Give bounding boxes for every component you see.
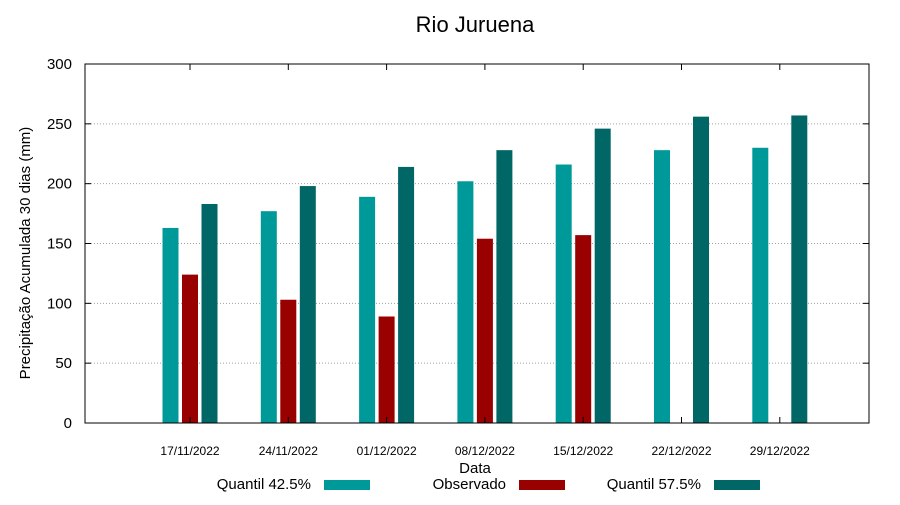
x-tick-label: 24/11/2022 (259, 444, 318, 458)
legend-label: Observado (433, 476, 506, 493)
legend: Quantil 42.5% Observado Quantil 57.5% (217, 476, 760, 493)
y-tick-label: 200 (47, 176, 72, 193)
legend-label: Quantil 57.5% (607, 476, 701, 493)
bar-quantil-57-5--3 (496, 150, 513, 423)
legend-swatch (324, 480, 370, 490)
bar-observado-2 (378, 316, 395, 423)
bars (162, 115, 808, 424)
y-tick-label: 300 (47, 56, 72, 73)
x-tick-label: 08/12/2022 (455, 444, 515, 458)
x-tick-label: 22/12/2022 (651, 444, 711, 458)
bar-quantil-57-5--2 (398, 166, 415, 423)
bar-observado-3 (476, 238, 493, 423)
bar-quantil-42-5--5 (654, 150, 670, 423)
x-tick-label: 29/12/2022 (750, 444, 810, 458)
bar-observado-1 (280, 299, 297, 423)
bar-quantil-57-5--1 (299, 186, 316, 423)
bar-quantil-57-5--6 (791, 115, 808, 423)
chart-title: Rio Juruena (416, 12, 535, 37)
y-tick-label: 50 (55, 355, 72, 372)
y-tick-label: 250 (47, 116, 72, 133)
bar-quantil-42-5--6 (752, 147, 769, 423)
bar-quantil-57-5--5 (693, 116, 709, 424)
x-axis-ticks: 17/11/2022 24/11/2022 01/12/2022 08/12/2022… (160, 64, 810, 458)
bar-observado-4 (575, 235, 592, 423)
y-tick-label: 0 (64, 415, 72, 432)
bar-quantil-42-5--4 (555, 164, 572, 423)
legend-swatch (519, 480, 565, 490)
y-axis-label: Precipitação Acumulada 30 dias (mm) (17, 127, 34, 380)
bar-quantil-57-5--4 (594, 128, 611, 423)
y-tick-label: 100 (47, 295, 72, 312)
x-tick-label: 17/11/2022 (160, 444, 219, 458)
bar-quantil-42-5--0 (162, 227, 179, 423)
x-tick-label: 15/12/2022 (553, 444, 613, 458)
bar-observado-0 (182, 274, 198, 423)
x-tick-label: 01/12/2022 (357, 444, 417, 458)
bar-quantil-42-5--3 (457, 181, 474, 423)
y-axis-ticks: 0 50 100 150 200 250 300 (47, 56, 869, 432)
bar-quantil-57-5--0 (201, 204, 218, 423)
legend-label: Quantil 42.5% (217, 476, 311, 493)
bar-quantil-42-5--1 (260, 211, 277, 423)
y-tick-label: 150 (47, 236, 72, 253)
bar-quantil-42-5--2 (359, 196, 376, 423)
x-axis-label: Data (459, 460, 491, 477)
legend-swatch (714, 480, 760, 490)
